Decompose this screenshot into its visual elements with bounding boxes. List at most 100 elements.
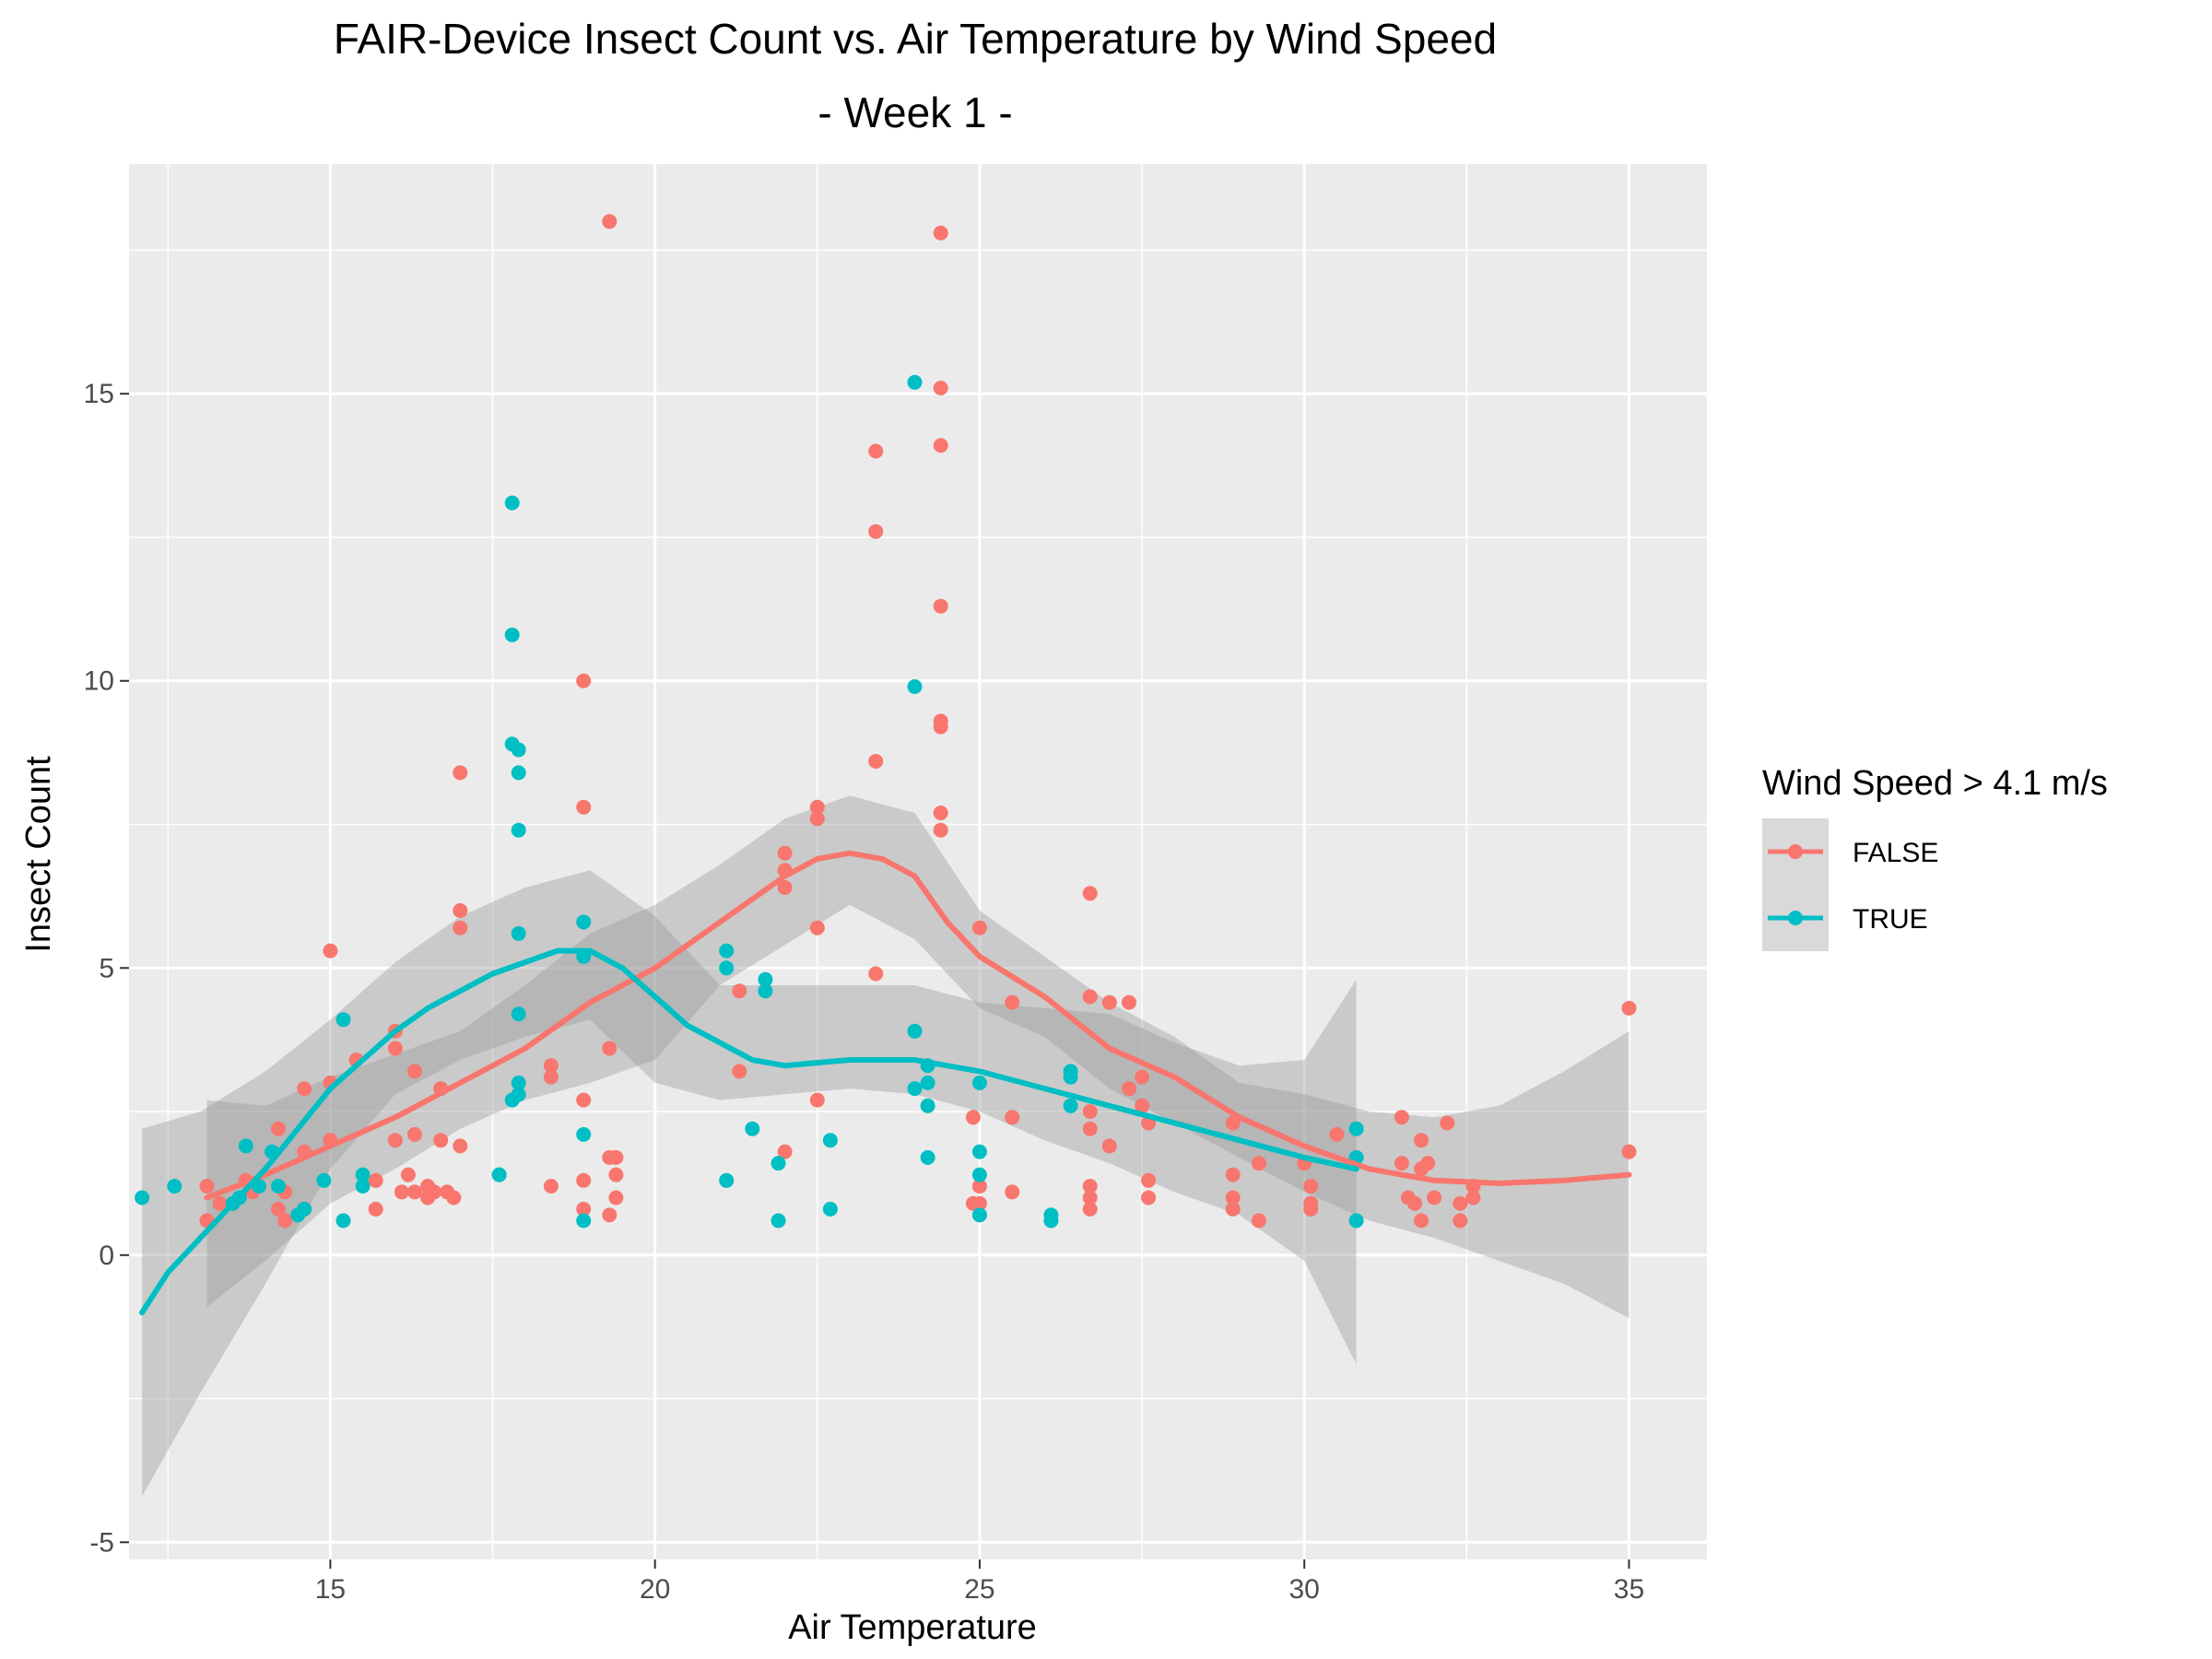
data-point-false: [1082, 1190, 1098, 1206]
data-point-false: [1082, 886, 1098, 901]
data-point-false: [933, 438, 948, 453]
data-point-true: [907, 374, 923, 390]
data-point-false: [1251, 1213, 1266, 1229]
data-point-false: [971, 1179, 987, 1194]
data-point-true: [1348, 1121, 1364, 1136]
data-point-false: [387, 1133, 403, 1148]
data-point-false: [1440, 1115, 1455, 1131]
data-point-true: [1063, 1069, 1078, 1085]
data-point-false: [1082, 1201, 1098, 1217]
data-point-false: [368, 1201, 383, 1217]
data-point-false: [1303, 1179, 1319, 1194]
data-point-true: [1348, 1213, 1364, 1229]
plot-panel: [129, 164, 1707, 1559]
data-point-false: [323, 943, 338, 959]
legend-item-false: FALSE: [1762, 818, 1938, 885]
data-point-false: [809, 920, 825, 935]
data-point-false: [1394, 1110, 1409, 1125]
smooth-lines: [139, 850, 1632, 1316]
data-point-true: [971, 1144, 987, 1159]
x-tick-label: 15: [315, 1574, 346, 1605]
data-point-true: [297, 1201, 312, 1217]
data-point-true: [907, 679, 923, 694]
data-point-false: [933, 822, 948, 838]
y-axis: -5 0 5 10 15: [84, 379, 129, 1558]
confidence-band-false: [206, 795, 1630, 1319]
data-point-false: [777, 845, 793, 861]
data-point-false: [576, 1201, 592, 1217]
legend-key-dot-true: [1788, 911, 1803, 925]
data-point-false: [777, 880, 793, 895]
legend-label-true: TRUE: [1853, 904, 1928, 935]
data-point-false: [407, 1064, 422, 1079]
data-point-false: [777, 1144, 793, 1159]
data-point-true: [822, 1133, 838, 1148]
data-point-false: [453, 765, 468, 781]
data-point-false: [576, 673, 592, 688]
data-point-false: [868, 443, 884, 459]
data-point-false: [1101, 994, 1117, 1010]
data-point-true: [771, 1213, 786, 1229]
chart-subtitle: - Week 1 -: [818, 88, 1012, 136]
data-point-true: [335, 1012, 351, 1028]
data-point-false: [407, 1184, 422, 1200]
data-point-false: [543, 1069, 559, 1085]
data-point-true: [511, 925, 526, 941]
data-point-true: [511, 742, 526, 758]
data-point-true: [719, 943, 735, 959]
data-point-true: [771, 1156, 786, 1171]
data-point-true: [316, 1172, 332, 1188]
data-point-false: [1414, 1213, 1429, 1229]
data-point-false: [1427, 1190, 1442, 1206]
data-point-false: [453, 920, 468, 935]
data-point-true: [271, 1179, 286, 1194]
data-point-false: [933, 719, 948, 735]
data-point-false: [602, 214, 618, 229]
data-point-false: [1135, 1098, 1150, 1113]
data-point-false: [1303, 1201, 1319, 1217]
data-point-true: [355, 1179, 371, 1194]
data-point-false: [965, 1110, 981, 1125]
data-point-false: [933, 806, 948, 820]
data-point-false: [1141, 1172, 1157, 1188]
data-point-false: [427, 1184, 442, 1200]
data-point-false: [576, 1092, 592, 1108]
data-point-false: [576, 1172, 592, 1188]
data-point-true: [135, 1190, 150, 1206]
data-point-false: [608, 1190, 624, 1206]
chart-title: FAIR-Device Insect Count vs. Air Tempera…: [334, 15, 1497, 63]
data-point-true: [719, 960, 735, 976]
data-point-false: [1005, 1110, 1020, 1125]
data-point-false: [1122, 1081, 1136, 1097]
data-point-false: [1082, 1179, 1098, 1194]
data-point-false: [1005, 994, 1020, 1010]
data-point-true: [511, 1075, 526, 1090]
data-point-false: [732, 983, 747, 999]
data-point-false: [277, 1213, 293, 1229]
data-point-false: [1420, 1156, 1436, 1171]
y-axis-title: Insect Count: [19, 756, 58, 953]
data-point-false: [933, 225, 948, 241]
data-point-true: [511, 1006, 526, 1022]
data-point-false: [602, 1207, 618, 1223]
data-point-false: [809, 1092, 825, 1108]
data-point-false: [1414, 1133, 1429, 1148]
data-point-true: [576, 914, 592, 930]
data-point-true: [355, 1167, 371, 1182]
confidence-band-true: [142, 870, 1357, 1497]
confidence-bands: [142, 795, 1630, 1497]
data-point-false: [1251, 1156, 1266, 1171]
data-point-false: [543, 1058, 559, 1074]
data-point-false: [809, 811, 825, 827]
data-point-false: [446, 1190, 462, 1206]
data-point-false: [1005, 1184, 1020, 1200]
data-point-false: [1135, 1069, 1150, 1085]
data-point-false: [1621, 1000, 1637, 1016]
x-tick-label: 20: [640, 1574, 670, 1605]
data-point-false: [1621, 1144, 1637, 1159]
data-point-true: [758, 971, 773, 987]
legend: Wind Speed > 4.1 m/s FALSE TRUE: [1762, 764, 2108, 951]
data-point-false: [1225, 1167, 1241, 1182]
data-point-false: [1225, 1190, 1241, 1206]
data-point-false: [1141, 1190, 1157, 1206]
